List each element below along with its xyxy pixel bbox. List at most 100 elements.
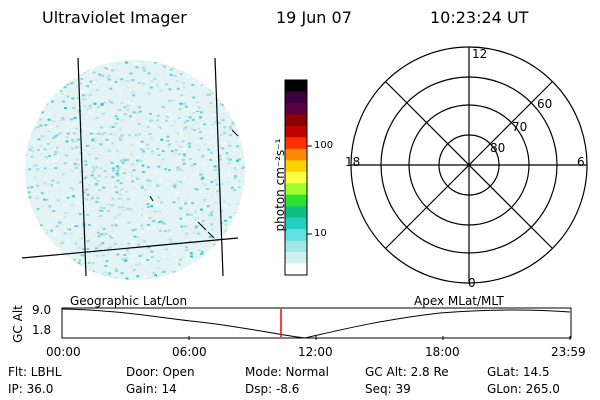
image-pixel	[233, 177, 237, 180]
image-pixel	[230, 233, 234, 236]
image-pixel	[159, 179, 162, 182]
image-pixel	[160, 160, 164, 163]
image-pixel	[210, 91, 214, 94]
image-pixel	[173, 183, 177, 186]
image-pixel	[164, 230, 167, 233]
image-pixel	[199, 137, 203, 140]
image-pixel	[77, 145, 81, 148]
image-pixel	[69, 114, 73, 117]
image-pixel	[51, 120, 55, 122]
image-pixel	[237, 186, 241, 189]
image-pixel	[177, 132, 181, 135]
image-pixel	[102, 186, 106, 189]
image-pixel	[107, 247, 111, 250]
image-pixel	[194, 188, 198, 191]
image-pixel	[69, 187, 73, 189]
image-pixel	[225, 262, 228, 265]
image-pixel	[95, 280, 98, 282]
image-pixel	[58, 187, 62, 190]
image-pixel	[40, 277, 44, 280]
image-pixel	[111, 234, 115, 237]
image-pixel	[86, 213, 90, 216]
coast-segment	[197, 221, 207, 231]
image-pixel	[63, 125, 67, 128]
image-pixel	[82, 149, 86, 152]
image-pixel	[127, 62, 131, 65]
image-pixel	[64, 107, 67, 109]
image-pixel	[206, 74, 210, 77]
image-pixel	[161, 217, 165, 220]
image-pixel	[198, 190, 202, 193]
image-pixel	[226, 139, 230, 142]
image-pixel	[142, 143, 146, 146]
image-pixel	[79, 68, 83, 71]
image-pixel	[224, 160, 228, 163]
image-pixel	[34, 164, 38, 166]
x-tick-0600: 06:00	[172, 345, 207, 359]
image-pixel	[230, 225, 234, 228]
image-pixel	[156, 267, 160, 270]
image-pixel	[103, 64, 107, 67]
image-pixel	[49, 141, 53, 143]
image-pixel	[230, 75, 234, 78]
image-pixel	[146, 147, 150, 150]
image-pixel	[243, 140, 245, 142]
image-pixel	[77, 246, 81, 249]
image-pixel	[223, 126, 227, 129]
image-pixel	[150, 210, 154, 212]
image-pixel	[73, 84, 77, 86]
image-pixel	[90, 279, 94, 280]
coast-segment	[231, 129, 239, 137]
image-pixel	[189, 252, 193, 255]
image-pixel	[83, 177, 86, 180]
image-pixel	[49, 85, 53, 88]
image-pixel	[74, 85, 78, 88]
image-pixel	[153, 226, 156, 229]
image-pixel	[92, 168, 96, 171]
y-tick-9: 9.0	[32, 303, 52, 317]
image-pixel	[66, 196, 70, 199]
image-pixel	[56, 72, 60, 75]
image-pixel	[165, 279, 169, 280]
image-pixel	[145, 209, 149, 212]
image-pixel	[213, 98, 217, 101]
image-pixel	[131, 79, 135, 82]
image-pixel	[169, 240, 173, 243]
image-pixel	[200, 174, 204, 177]
image-pixel	[140, 253, 144, 256]
image-pixel	[105, 65, 109, 68]
image-pixel	[61, 117, 65, 120]
image-pixel	[94, 247, 98, 250]
image-pixel	[103, 75, 106, 78]
image-pixel	[121, 198, 125, 201]
image-pixel	[164, 79, 168, 82]
image-pixel	[36, 127, 39, 130]
colorbar-segment	[285, 252, 307, 265]
image-pixel	[242, 210, 245, 213]
image-pixel	[61, 118, 65, 121]
image-pixel	[104, 127, 108, 130]
image-pixel	[135, 161, 139, 164]
image-pixel	[234, 167, 238, 170]
image-pixel	[120, 102, 124, 104]
image-pixel	[157, 127, 161, 130]
image-pixel	[144, 137, 148, 140]
image-pixel	[235, 239, 239, 242]
image-pixel	[154, 274, 158, 277]
image-pixel	[183, 154, 187, 157]
image-pixel	[67, 272, 71, 275]
image-pixel	[76, 126, 80, 129]
image-pixel	[141, 207, 145, 210]
image-pixel	[199, 131, 202, 134]
image-pixel	[86, 227, 90, 230]
colorbar-segment	[285, 91, 307, 104]
image-pixel	[128, 170, 132, 172]
image-pixel	[183, 132, 186, 135]
image-pixel	[148, 133, 152, 135]
image-pixel	[86, 193, 90, 196]
image-pixel	[69, 157, 73, 160]
image-pixel	[196, 144, 200, 147]
image-pixel	[66, 273, 70, 276]
image-pixel	[179, 87, 183, 90]
image-pixel	[33, 80, 37, 83]
